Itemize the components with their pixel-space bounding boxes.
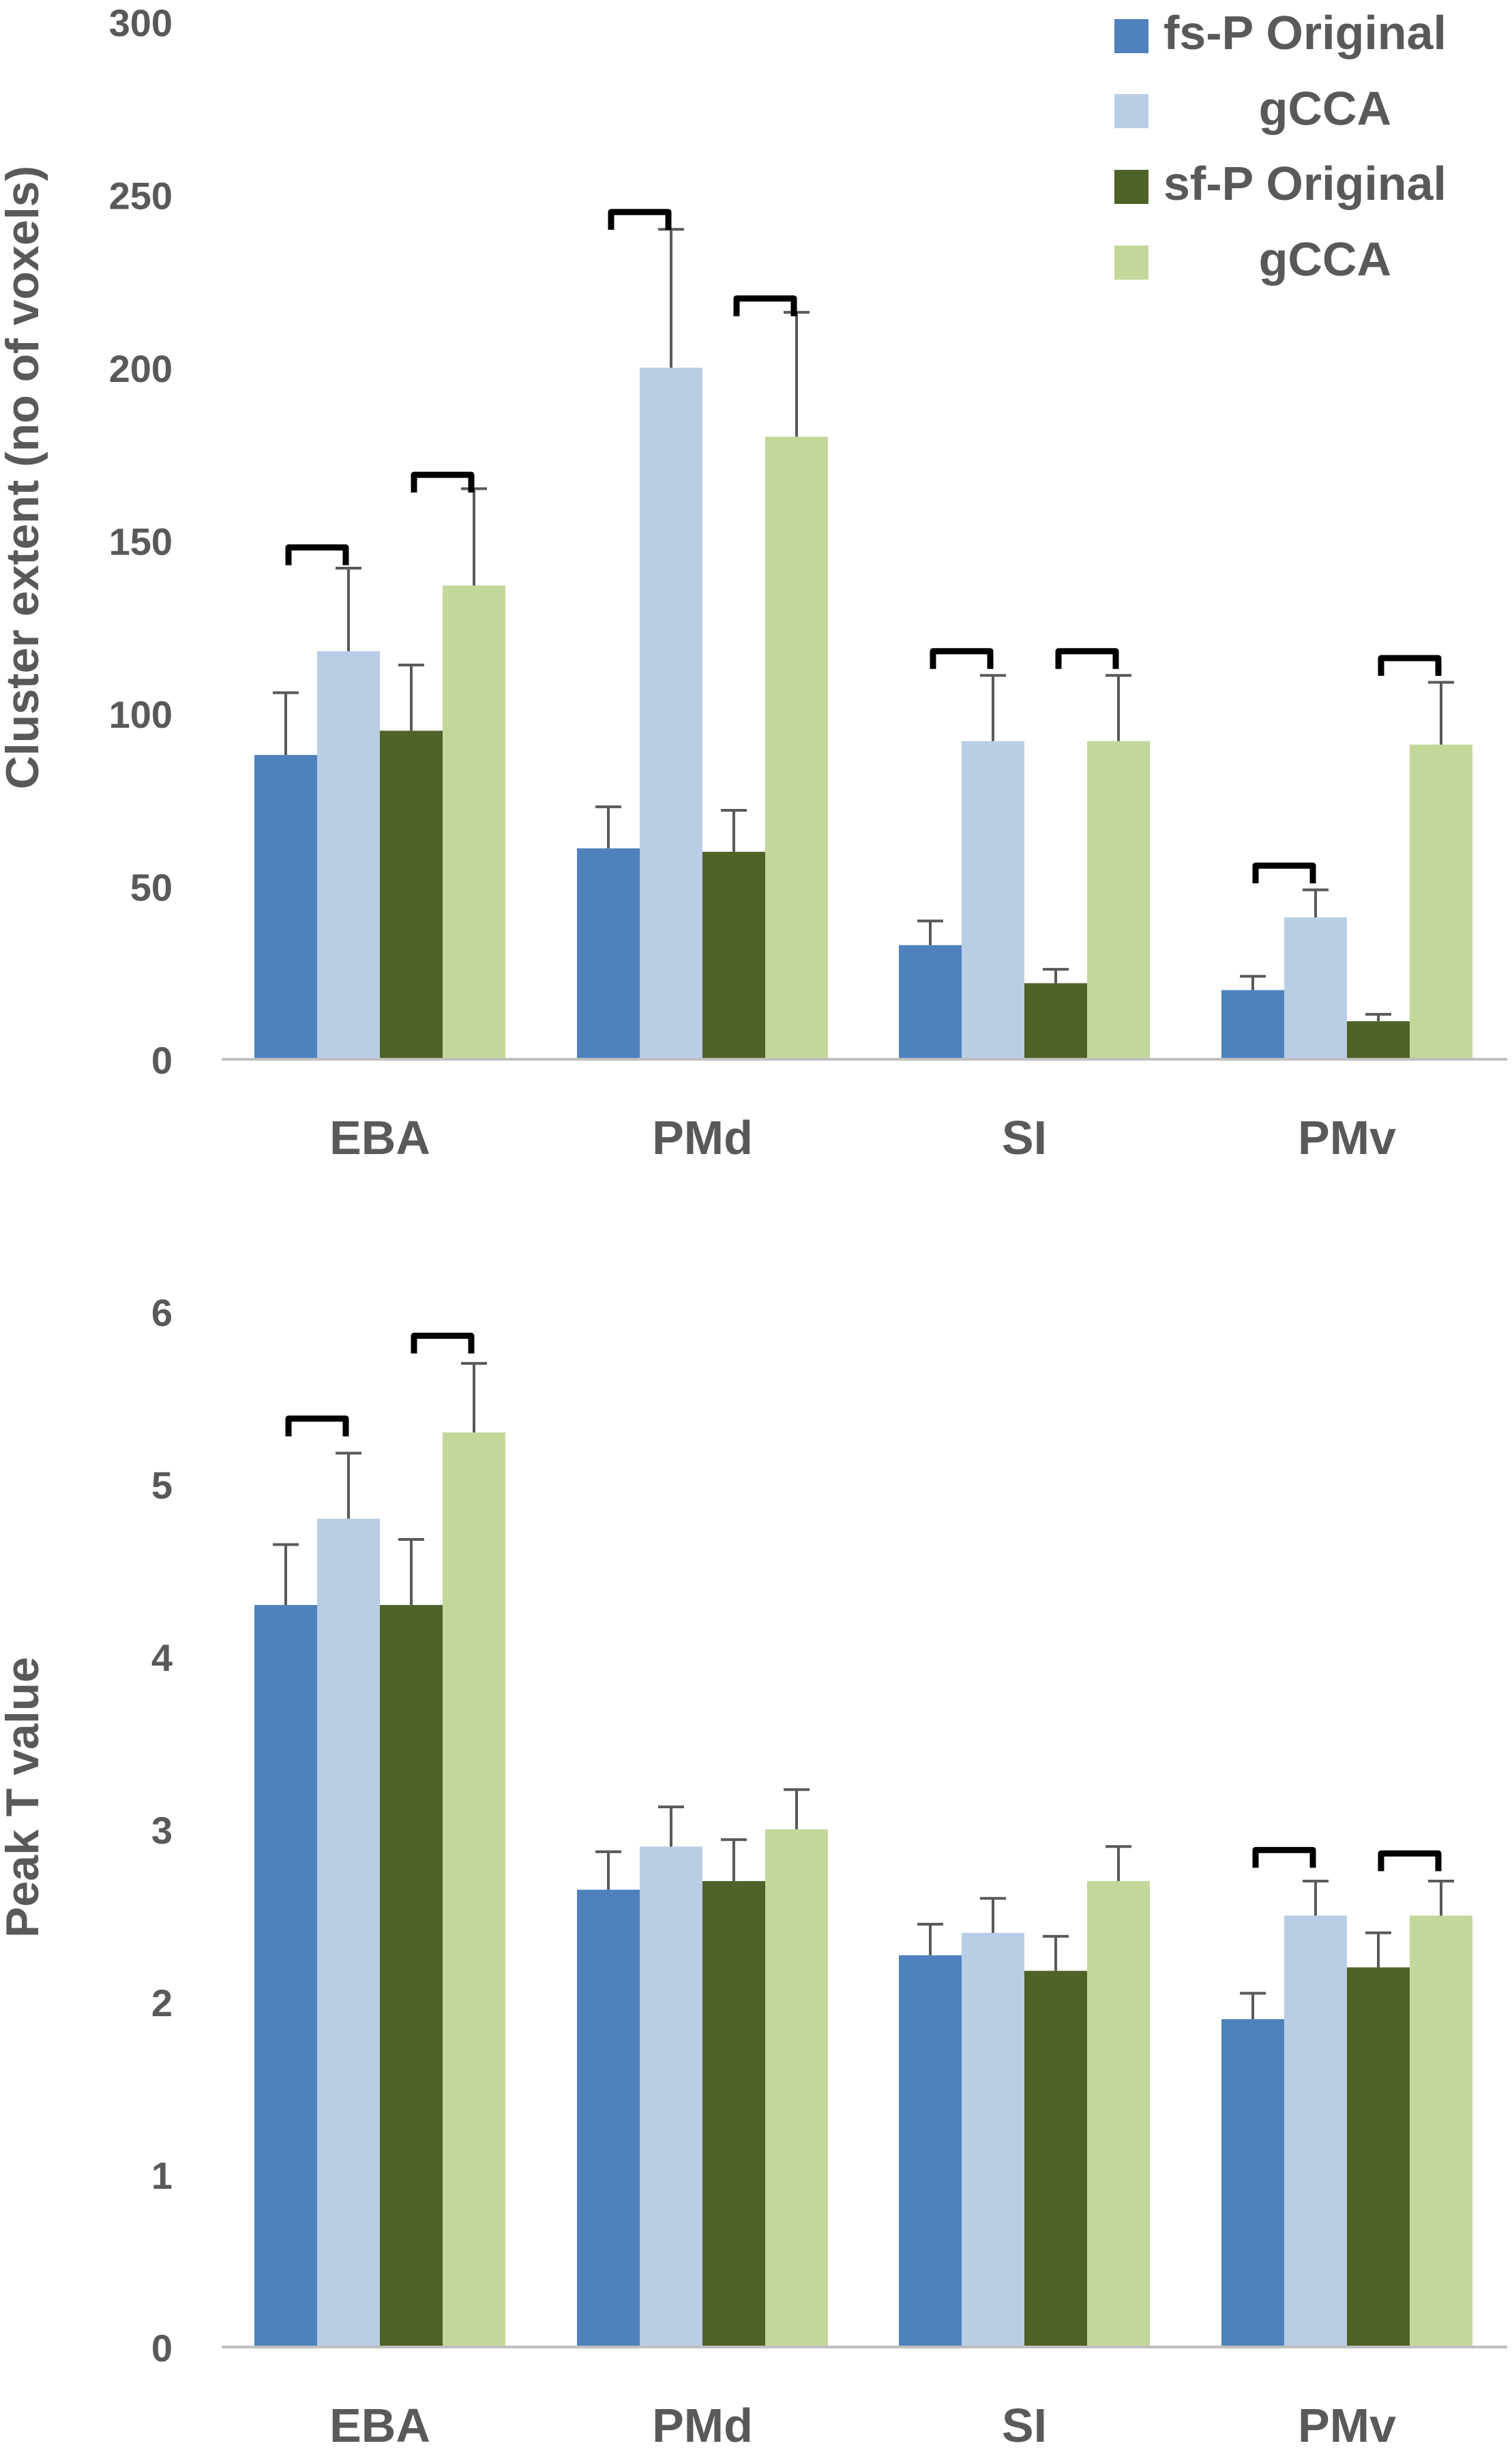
peak-t-chart: Peak T value 0 1 2 3 4 5 6 EBA PMd SI PMv xyxy=(0,1291,1507,2450)
peak-t-y-tick-label: 4 xyxy=(151,1636,173,1679)
legend-swatch-sf-p-original xyxy=(1114,170,1148,204)
peak-t-bar-si-sf-p-gcca xyxy=(1087,1880,1150,2347)
legend-label-sf-p-gcca: gCCA xyxy=(1259,233,1391,286)
peak-t-y-tick-label: 5 xyxy=(151,1464,173,1507)
cluster-extent-bar-pmd-sf-p-original xyxy=(702,851,765,1059)
cluster-extent-bar-eba-sf-p-original xyxy=(380,730,443,1059)
cluster-extent-bar-pmv-sf-p-gcca xyxy=(1410,744,1472,1059)
cluster-extent-significance-bracket-pmv-sf-p xyxy=(1378,655,1442,676)
legend-label-fs-p-original: fs-P Original xyxy=(1163,6,1447,59)
peak-t-bar-pmd-sf-p-gcca xyxy=(765,1829,828,2347)
legend: fs-P Original gCCA sf-P Original gCCA xyxy=(1114,6,1447,286)
cluster-extent-bar-eba-fs-p-original xyxy=(254,754,317,1059)
legend-swatch-sf-p-gcca xyxy=(1114,246,1148,280)
cluster-extent-x-category-label: EBA xyxy=(329,1111,430,1164)
legend-label-fs-p-gcca: gCCA xyxy=(1259,82,1391,135)
peak-t-x-category-label: EBA xyxy=(329,2399,430,2450)
cluster-extent-x-category-label: PMv xyxy=(1298,1111,1396,1164)
cluster-extent-x-category-label: PMd xyxy=(652,1111,753,1164)
cluster-extent-bar-pmd-fs-p-original xyxy=(577,848,640,1059)
peak-t-bar-pmv-sf-p-original xyxy=(1347,1967,1410,2347)
peak-t-y-tick-label: 2 xyxy=(151,1981,173,2024)
peak-t-bar-pmd-sf-p-original xyxy=(702,1880,765,2347)
peak-t-bar-eba-fs-p-gcca xyxy=(317,1518,380,2347)
cluster-extent-significance-bracket-pmd-sf-p xyxy=(733,295,797,316)
peak-t-bar-si-fs-p-original xyxy=(899,1955,962,2347)
peak-t-bar-si-sf-p-original xyxy=(1024,1971,1087,2347)
cluster-extent-y-tick-label: 300 xyxy=(109,1,173,44)
cluster-extent-y-tick-label: 200 xyxy=(109,347,173,390)
peak-t-significance-bracket-eba-fs-p xyxy=(285,1415,349,1436)
cluster-extent-significance-bracket-si-fs-p xyxy=(930,648,994,669)
peak-t-y-tick-label: 6 xyxy=(151,1291,173,1334)
cluster-extent-significance-bracket-eba-sf-p xyxy=(411,471,475,493)
legend-swatch-fs-p-original xyxy=(1114,19,1148,53)
cluster-extent-bar-pmv-sf-p-original xyxy=(1347,1021,1410,1059)
peak-t-y-tick-label: 1 xyxy=(151,2154,173,2197)
cluster-extent-y-tick-label: 100 xyxy=(109,693,173,736)
peak-t-bar-eba-sf-p-original xyxy=(380,1605,443,2347)
peak-t-bar-si-fs-p-gcca xyxy=(962,1932,1024,2347)
peak-t-x-category-label: PMv xyxy=(1298,2399,1396,2450)
cluster-extent-significance-bracket-pmd-fs-p xyxy=(608,209,672,230)
cluster-extent-y-axis-title: Cluster extent (no of voxels) xyxy=(0,166,48,789)
cluster-extent-bar-pmd-fs-p-gcca xyxy=(640,368,702,1059)
peak-t-x-category-label: PMd xyxy=(652,2399,753,2450)
cluster-extent-bar-eba-fs-p-gcca xyxy=(317,651,380,1059)
peak-t-significance-bracket-pmv-fs-p xyxy=(1252,1846,1316,1868)
cluster-extent-y-tick-label: 150 xyxy=(109,520,173,563)
cluster-extent-bar-pmv-fs-p-original xyxy=(1221,990,1284,1059)
cluster-extent-chart: Cluster extent (no of voxels) 0 50 100 150 2… xyxy=(0,1,1507,1164)
cluster-extent-y-tick-label: 250 xyxy=(109,175,173,218)
peak-t-bar-pmv-sf-p-gcca xyxy=(1410,1915,1472,2347)
legend-swatch-fs-p-gcca xyxy=(1114,94,1148,128)
cluster-extent-bar-si-sf-p-gcca xyxy=(1087,741,1150,1059)
cluster-extent-significance-bracket-eba-fs-p xyxy=(285,544,349,565)
cluster-extent-significance-bracket-si-sf-p xyxy=(1055,648,1119,669)
cluster-extent-bar-si-fs-p-original xyxy=(899,945,962,1059)
cluster-extent-x-category-label: SI xyxy=(1002,1111,1047,1164)
cluster-extent-bar-pmv-fs-p-gcca xyxy=(1284,917,1347,1059)
cluster-extent-y-tick-label: 50 xyxy=(130,866,173,909)
cluster-extent-y-tick-label: 0 xyxy=(151,1039,173,1082)
peak-t-bar-pmd-fs-p-original xyxy=(577,1889,640,2347)
peak-t-y-axis-title: Peak T value xyxy=(0,1657,48,1938)
peak-t-y-tick-label: 3 xyxy=(151,1809,173,1852)
peak-t-bar-eba-sf-p-gcca xyxy=(443,1432,505,2347)
peak-t-bar-eba-fs-p-original xyxy=(254,1605,317,2347)
cluster-extent-bar-eba-sf-p-gcca xyxy=(443,585,505,1059)
peak-t-bar-pmd-fs-p-gcca xyxy=(640,1846,702,2347)
peak-t-y-tick-label: 0 xyxy=(151,2327,173,2370)
legend-label-sf-p-original: sf-P Original xyxy=(1163,157,1447,210)
peak-t-x-category-label: SI xyxy=(1002,2399,1047,2450)
peak-t-bar-pmv-fs-p-gcca xyxy=(1284,1915,1347,2347)
peak-t-significance-bracket-pmv-sf-p xyxy=(1378,1850,1442,1872)
cluster-extent-bar-pmd-sf-p-gcca xyxy=(765,437,828,1059)
peak-t-significance-bracket-eba-sf-p xyxy=(411,1332,475,1354)
cluster-extent-significance-bracket-pmv-fs-p xyxy=(1252,862,1316,884)
peak-t-bar-pmv-fs-p-original xyxy=(1221,2019,1284,2347)
cluster-extent-bar-si-fs-p-gcca xyxy=(962,741,1024,1059)
cluster-extent-bar-si-sf-p-original xyxy=(1024,983,1087,1059)
